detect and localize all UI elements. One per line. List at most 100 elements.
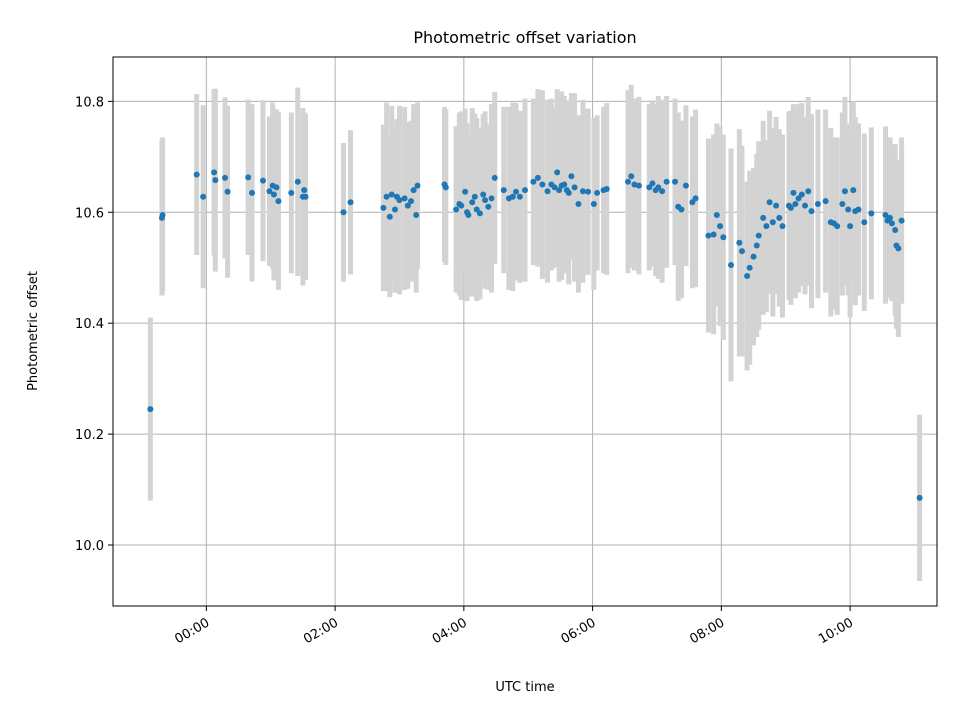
data-point xyxy=(855,206,862,213)
data-point xyxy=(471,193,478,200)
data-point xyxy=(266,188,273,195)
y-tick-label: 10.2 xyxy=(75,428,104,443)
data-point xyxy=(453,206,460,213)
data-point xyxy=(845,206,852,213)
data-point xyxy=(898,217,905,224)
data-point xyxy=(147,406,154,413)
data-point xyxy=(847,223,854,230)
data-point xyxy=(571,184,578,191)
data-point xyxy=(414,182,421,189)
data-point xyxy=(802,202,809,209)
data-point xyxy=(388,191,395,198)
data-point xyxy=(798,191,805,198)
data-point xyxy=(270,191,277,198)
data-point xyxy=(779,223,786,230)
data-point xyxy=(710,231,717,238)
data-point xyxy=(193,171,200,178)
x-tick-label: 06:00 xyxy=(559,615,599,647)
chart-title: Photometric offset variation xyxy=(413,28,636,47)
data-point xyxy=(792,200,799,207)
data-point xyxy=(753,242,760,249)
data-point xyxy=(603,185,610,192)
data-point xyxy=(554,169,561,176)
data-point xyxy=(738,248,745,255)
data-point xyxy=(713,212,720,219)
data-point xyxy=(222,174,229,181)
data-point xyxy=(841,188,848,195)
data-point xyxy=(736,239,743,246)
data-point xyxy=(410,187,417,194)
data-point xyxy=(288,189,295,196)
data-point xyxy=(469,199,476,206)
data-point xyxy=(916,494,923,501)
x-tick-label: 10:00 xyxy=(816,615,856,647)
data-point xyxy=(200,193,207,200)
data-point xyxy=(465,212,472,219)
x-tick-label: 04:00 xyxy=(430,615,470,647)
data-point xyxy=(769,219,776,226)
data-point xyxy=(386,213,393,220)
data-point xyxy=(649,180,656,187)
axes xyxy=(108,56,938,611)
x-tick-label: 00:00 xyxy=(172,615,212,647)
data-point xyxy=(728,261,734,268)
data-point xyxy=(347,199,354,206)
data-point xyxy=(534,174,541,181)
data-point xyxy=(480,191,487,198)
data-point xyxy=(895,245,902,252)
data-point xyxy=(211,169,218,176)
data-point xyxy=(692,195,699,202)
data-point xyxy=(625,178,631,185)
data-point xyxy=(530,178,537,185)
data-point xyxy=(671,178,678,185)
data-point xyxy=(861,219,868,226)
data-point xyxy=(568,173,575,180)
data-point xyxy=(635,182,642,189)
data-point xyxy=(585,188,592,195)
data-point xyxy=(380,204,387,211)
data-point xyxy=(628,173,635,180)
data-point xyxy=(522,187,528,194)
data-point xyxy=(790,189,797,196)
data-point xyxy=(512,188,519,195)
data-point xyxy=(500,187,507,194)
data-point xyxy=(551,184,558,191)
y-tick-label: 10.0 xyxy=(75,539,104,554)
data-point xyxy=(275,198,282,205)
data-point xyxy=(705,232,712,239)
data-point xyxy=(491,174,498,181)
data-point xyxy=(655,184,662,191)
data-point xyxy=(245,174,252,181)
data-point xyxy=(590,200,597,207)
data-point xyxy=(488,195,495,202)
data-point xyxy=(575,200,582,207)
data-point xyxy=(631,181,638,188)
data-point xyxy=(159,212,166,219)
data-point xyxy=(834,223,841,230)
data-point xyxy=(273,184,280,191)
data-point xyxy=(887,214,894,221)
data-point xyxy=(822,198,829,205)
data-point xyxy=(805,188,812,195)
data-point xyxy=(383,193,390,200)
data-point xyxy=(391,206,398,213)
data-point xyxy=(787,204,794,211)
data-point xyxy=(556,187,563,194)
data-point xyxy=(442,184,449,191)
data-point xyxy=(340,209,347,216)
data-point xyxy=(565,189,572,196)
data-point xyxy=(808,208,815,215)
data-point xyxy=(401,195,408,202)
data-point xyxy=(301,187,308,194)
data-point xyxy=(892,227,899,234)
y-tick-label: 10.8 xyxy=(75,95,104,110)
data-point xyxy=(776,214,783,221)
data-point xyxy=(408,198,415,205)
x-axis-label: UTC time xyxy=(495,680,554,695)
x-tick-label: 08:00 xyxy=(687,615,727,647)
data-point xyxy=(814,200,821,207)
data-points xyxy=(147,169,923,501)
data-point xyxy=(720,234,727,241)
data-point xyxy=(746,264,753,271)
